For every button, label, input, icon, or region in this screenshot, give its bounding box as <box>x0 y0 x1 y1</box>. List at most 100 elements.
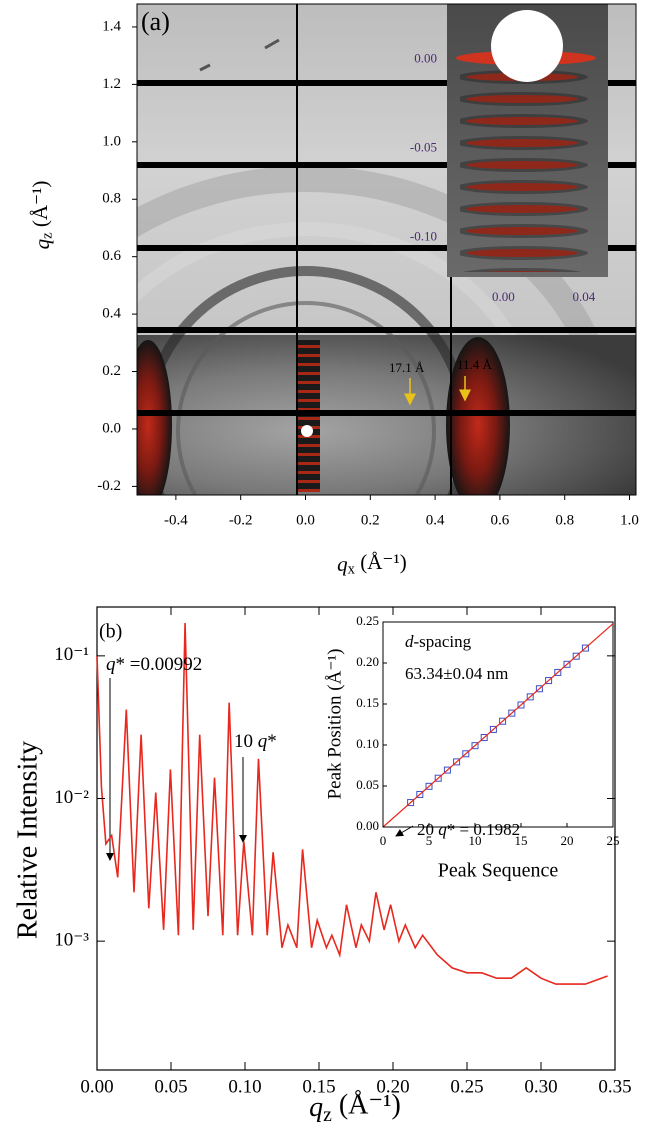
y-tick-label: 1.2 <box>102 76 121 92</box>
data-point <box>425 782 433 790</box>
x-tick-label: 15 <box>515 833 528 848</box>
y-tick-label: 0.25 <box>356 613 379 628</box>
data-point <box>471 742 479 750</box>
y-tick-label: 0.20 <box>356 654 379 669</box>
label-part: -spacing <box>414 632 472 651</box>
label-part: * <box>267 731 277 752</box>
data-point <box>535 685 543 693</box>
y-tick-label: -0.2 <box>97 478 121 494</box>
y-tick-label: 0.10 <box>356 736 379 751</box>
y-tick-label: -0.05 <box>410 140 437 155</box>
data-point <box>517 701 525 709</box>
y-axis-title: Relative Intensity <box>12 741 43 939</box>
detector-gap <box>137 80 636 86</box>
beam-stop <box>301 425 313 437</box>
y-tick-label: 0.00 <box>356 818 379 833</box>
data-point <box>499 717 507 725</box>
label-part: * = 0.1982 <box>447 820 520 839</box>
y-tick-label: -0.10 <box>410 229 437 244</box>
x-tick-label: 0.6 <box>491 512 510 528</box>
annotation: 17.1 Å <box>389 360 425 375</box>
annotation: 10 q* <box>234 731 277 752</box>
x-tick-label: 0.15 <box>302 1076 335 1097</box>
inset-title: d-spacing <box>405 632 472 651</box>
annotation: 11.4 Å <box>457 357 493 372</box>
label-part: (Å⁻¹) <box>28 181 52 233</box>
y-axis-title: qz (Å⁻¹) <box>28 181 56 250</box>
detector-gap <box>137 327 636 333</box>
label-part: 20 <box>417 820 438 839</box>
x-tick-label: 0.05 <box>154 1076 187 1097</box>
y-tick-label: 0.00 <box>414 50 437 65</box>
detector-gap <box>137 410 636 416</box>
annotation: q* =0.00992 <box>106 654 202 675</box>
x-axis-title: qx (Å⁻¹) <box>337 550 407 578</box>
label-part: q <box>337 552 348 576</box>
y-tick-label: 0.6 <box>102 248 121 264</box>
speck <box>199 38 280 72</box>
x-tick-label: 0.10 <box>228 1076 261 1097</box>
x-tick-label: 10 <box>469 833 482 848</box>
label-part: (Å⁻¹) <box>355 550 407 574</box>
x-tick-label: 0.30 <box>524 1076 557 1097</box>
x-tick-label: 0.25 <box>450 1076 483 1097</box>
data-point <box>480 734 488 742</box>
label-part: q <box>309 1092 323 1123</box>
label-part: q <box>258 731 268 752</box>
y-tick-label: 0.05 <box>356 777 379 792</box>
y-tick-label: 0.2 <box>102 363 121 379</box>
data-point <box>407 799 415 807</box>
x-tick-label: 5 <box>426 833 433 848</box>
y-tick-label: 10⁻¹ <box>54 644 89 665</box>
label-part: z <box>40 232 56 239</box>
panel-label: (b) <box>99 621 122 643</box>
label-part: d <box>405 632 414 651</box>
label-part: z <box>323 1104 332 1123</box>
y-tick-label: 0.8 <box>102 191 121 207</box>
detector-gap <box>137 162 636 168</box>
x-tick-label: 0.04 <box>572 289 595 304</box>
data-point <box>563 660 571 668</box>
y-tick-label: 10⁻² <box>54 787 89 808</box>
data-point <box>434 774 442 782</box>
annotation-arrow <box>395 825 414 837</box>
panel-label: (a) <box>141 7 170 36</box>
data-point <box>572 652 580 660</box>
x-tick-label: 0.4 <box>426 512 445 528</box>
detector-gap <box>450 277 452 495</box>
label-part: x <box>348 562 356 578</box>
x-tick-label: 0.0 <box>296 512 315 528</box>
data-point <box>462 750 470 758</box>
x-tick-label: 0.20 <box>376 1076 409 1097</box>
x-tick-label: 0.2 <box>361 512 380 528</box>
y-axis-title: Peak Position (Å⁻¹) <box>324 649 345 800</box>
plot-frame <box>96 606 616 1071</box>
data-point <box>416 790 424 798</box>
label-part: (Å⁻¹) <box>332 1090 401 1121</box>
x-tick-label: 0.8 <box>555 512 574 528</box>
y-tick-label: 1.0 <box>102 133 121 149</box>
y-tick-label: 0.0 <box>102 420 121 436</box>
x-tick-label: -0.4 <box>164 512 188 528</box>
plot-frame <box>136 3 637 496</box>
x-tick-label: 25 <box>607 833 620 848</box>
label-part: q <box>106 654 116 675</box>
data-line <box>96 622 608 985</box>
annotation: 20 q* = 0.1982 <box>417 820 520 839</box>
data-point <box>508 709 516 717</box>
y-tick-label: 10⁻³ <box>54 930 89 951</box>
data-point <box>554 668 562 676</box>
detector-gap <box>137 245 636 251</box>
data-point <box>526 693 534 701</box>
inset-subtitle: 63.34±0.04 nm <box>405 664 508 683</box>
ring <box>176 301 436 495</box>
x-tick-label: 20 <box>561 833 574 848</box>
label-part: q <box>438 820 447 839</box>
x-tick-label: -0.2 <box>229 512 253 528</box>
y-tick-label: 1.4 <box>102 18 121 34</box>
data-point <box>489 725 497 733</box>
x-tick-label: 0.35 <box>598 1076 631 1097</box>
bragg-arc <box>446 337 510 495</box>
